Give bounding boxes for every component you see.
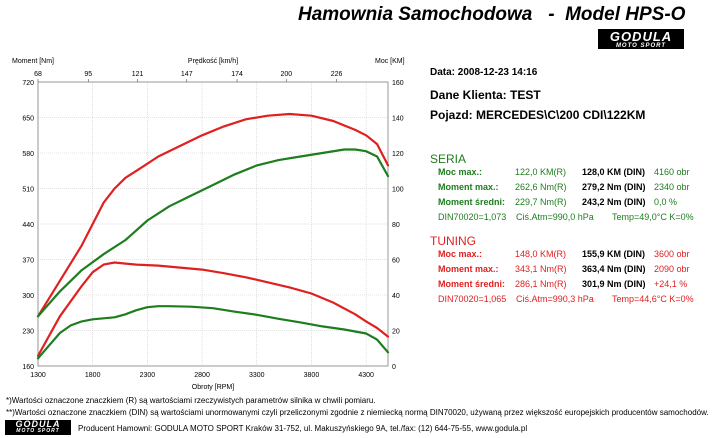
- tuning-temp: Temp=44,6°C K=0%: [612, 294, 694, 304]
- plot-frame: [37, 81, 389, 367]
- tuning-row-1-v1: 343,1 Nm(R): [515, 264, 567, 274]
- y-right-tick-label-8: 160: [392, 80, 404, 87]
- logo-small-name: GODULA: [15, 419, 61, 429]
- speed-tick-label-6: 226: [331, 71, 343, 78]
- seria-row-1-v1: 262,6 Nm(R): [515, 182, 567, 192]
- seria-atm: Ciś.Atm=990,0 hPa: [516, 212, 594, 222]
- x-tick-label-2: 2300: [140, 372, 156, 379]
- y-left-tick-label-5: 510: [22, 187, 34, 194]
- logo-name: GODULA: [609, 29, 673, 44]
- y-right-tick-label-1: 20: [392, 329, 400, 336]
- speed-tick-label-4: 174: [231, 71, 243, 78]
- logo-sub: MOTO SPORT: [615, 43, 667, 49]
- tuning-heading: TUNING: [430, 234, 476, 248]
- y-left-tick-label-3: 370: [22, 258, 34, 265]
- chart-frame: [37, 81, 389, 367]
- x-axis-top-label: Prędkość [km/h]: [188, 58, 238, 65]
- x-tick-label-5: 3800: [304, 372, 320, 379]
- series-seria-power: [36, 148, 390, 318]
- tuning-row-2-label: Moment średni:: [438, 279, 506, 289]
- dyno-chart: 1300 1800 2300 2800 3300 3800 4300 160 230 300 370…: [12, 58, 405, 391]
- speed-tick-label-5: 200: [280, 71, 292, 78]
- godula-logo-small: GODULA MOTO SPORT: [5, 420, 71, 435]
- seria-row-1-v2: 279,2 Nm (DIN): [582, 182, 646, 192]
- x-tick-label-1: 1800: [85, 372, 101, 379]
- seria-row-0-v1: 122,0 KM(R): [515, 167, 567, 177]
- logo-small-sub: MOTO SPORT: [16, 428, 60, 434]
- chart-grid: [37, 81, 388, 367]
- speed-tick-label-2: 121: [132, 71, 144, 78]
- y-right-tick-label-3: 60: [392, 258, 400, 265]
- y-left-tick-label-6: 580: [22, 151, 34, 158]
- x-axis-bottom-label: Obroty [RPM]: [192, 384, 234, 391]
- speed-tick-label-3: 147: [181, 71, 193, 78]
- speed-tick-label-0: 68: [34, 71, 42, 78]
- seria-row-2-v3: 0,0 %: [654, 197, 678, 207]
- y-left-tick-label-2: 300: [22, 293, 34, 300]
- page-title: Hamownia Samochodowa - Model HPS-O: [298, 4, 686, 25]
- y-left-tick-label-4: 440: [22, 222, 34, 229]
- y-left-tick-label-0: 160: [22, 364, 34, 371]
- y-right-tick-label-2: 40: [392, 293, 400, 300]
- producer-text: Producent Hamowni: GODULA MOTO SPORT Kra…: [78, 424, 528, 433]
- seria-row-0-label: Moc max.:: [438, 167, 483, 177]
- vehicle-text: Pojazd: MERCEDES\C\200 CDI\122KM: [430, 108, 646, 122]
- y-axis-left-label: Moment [Nm]: [12, 58, 54, 65]
- tuning-row-0-v3: 3600 obr: [654, 249, 690, 259]
- client-text: Dane Klienta: TEST: [430, 88, 541, 102]
- godula-logo: GODULA MOTO SPORT: [598, 29, 684, 49]
- y-right-tick-label-0: 0: [392, 364, 396, 371]
- y-right-tick-label-7: 140: [392, 116, 404, 123]
- seria-row-0-v3: 4160 obr: [654, 167, 690, 177]
- seria-row-1-label: Moment max.:: [438, 182, 499, 192]
- tuning-row-2-v3: +24,1 %: [654, 279, 688, 289]
- y-left-tick-label-1: 230: [22, 329, 34, 336]
- chart-curves: [36, 112, 390, 360]
- y-left-tick-label-8: 720: [22, 80, 34, 87]
- tuning-row-1-label: Moment max.:: [438, 264, 499, 274]
- tuning-row-0-v2: 155,9 KM (DIN): [582, 249, 646, 259]
- y-right-tick-label-6: 120: [392, 151, 404, 158]
- seria-heading: SERIA: [430, 152, 467, 166]
- seria-row-1-v3: 2340 obr: [654, 182, 690, 192]
- x-tick-label-6: 4300: [358, 372, 374, 379]
- tuning-row-2-v2: 301,9 Nm (DIN): [582, 279, 646, 289]
- tuning-row-1-v3: 2090 obr: [654, 264, 690, 274]
- y-left-tick-label-7: 650: [22, 116, 34, 123]
- x-tick-label-0: 1300: [30, 372, 46, 379]
- footnote-din: **)Wartości oznaczone znaczkiem (DIN) są…: [6, 408, 709, 417]
- tuning-row-0-v1: 148,0 KM(R): [515, 249, 567, 259]
- x-tick-label-4: 3300: [249, 372, 265, 379]
- chart-ticks: 1300 1800 2300 2800 3300 3800 4300 160 230 300 370…: [22, 71, 403, 379]
- seria-din: DIN70020=1,073: [438, 212, 507, 222]
- speed-tick-label-1: 95: [84, 71, 92, 78]
- y-right-tick-label-4: 80: [392, 222, 400, 229]
- series-tuning-torque: [36, 261, 390, 357]
- tuning-atm: Ciś.Atm=990,3 hPa: [516, 294, 594, 304]
- seria-row-0-v2: 128,0 KM (DIN): [582, 167, 646, 177]
- y-axis-right-label: Moc [KM]: [375, 58, 405, 65]
- tuning-row-0-label: Moc max.:: [438, 249, 483, 259]
- series-tuning-power: [36, 112, 390, 318]
- tuning-row-1-v2: 363,4 Nm (DIN): [582, 264, 646, 274]
- seria-row-2-label: Moment średni:: [438, 197, 506, 207]
- seria-row-2-v1: 229,7 Nm(R): [515, 197, 567, 207]
- tuning-din: DIN70020=1,065: [438, 294, 507, 304]
- y-right-tick-label-5: 100: [392, 187, 404, 194]
- series-seria-torque: [36, 305, 390, 360]
- tuning-row-2-v1: 286,1 Nm(R): [515, 279, 567, 289]
- date-text: Data: 2008-12-23 14:16: [430, 67, 538, 78]
- footnote-r: *)Wartości oznaczone znaczkiem (R) są wa…: [6, 396, 376, 405]
- seria-row-2-v2: 243,2 Nm (DIN): [582, 197, 646, 207]
- seria-temp: Temp=49,0°C K=0%: [612, 212, 694, 222]
- x-tick-label-3: 2800: [194, 372, 210, 379]
